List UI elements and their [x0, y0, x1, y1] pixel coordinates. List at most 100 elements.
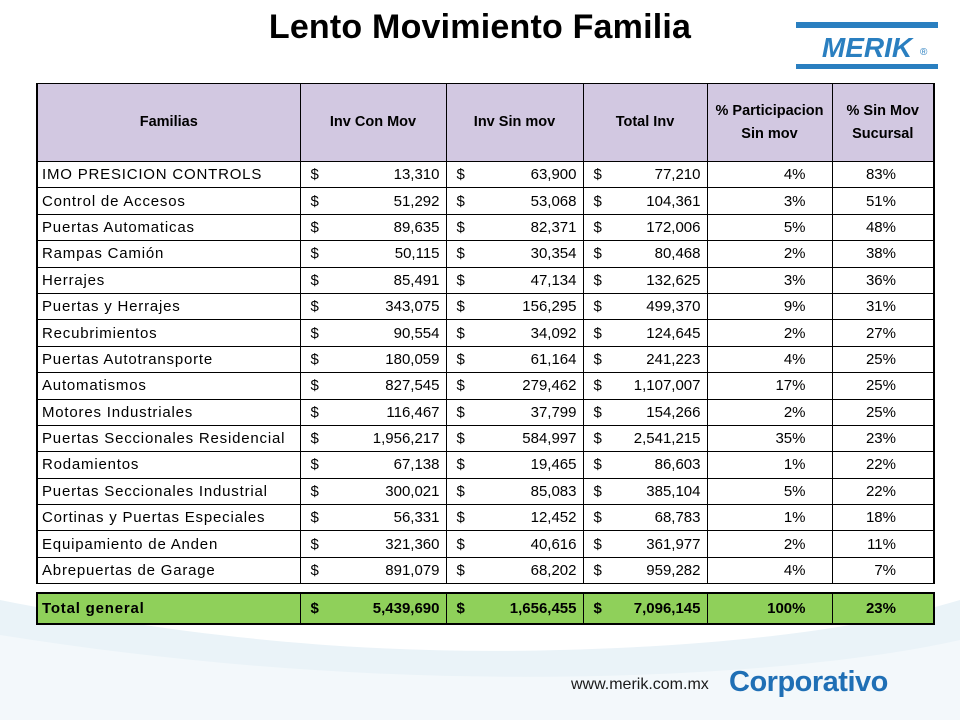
- cell-sin-mov-sucursal: 7%: [831, 556, 935, 585]
- cell-total-inv: $1,107,007: [582, 372, 708, 400]
- table-row: Automatismos $827,545 $279,462 $1,107,007 17…: [36, 372, 935, 400]
- cell-participacion: 4%: [706, 160, 833, 189]
- cell-familia: Puertas Seccionales Residencial: [36, 424, 301, 453]
- amount: 156,295: [522, 298, 577, 316]
- currency-symbol: $: [593, 430, 602, 448]
- cell-familia: Puertas Autotransporte: [36, 345, 301, 374]
- currency-symbol: $: [310, 271, 319, 289]
- cell-inv-sin-mov: $61,164: [445, 345, 584, 374]
- amount: 343,075: [385, 298, 440, 316]
- cell-familia: IMO PRESICION CONTROLS: [36, 160, 301, 189]
- cell-participacion: 3%: [706, 187, 833, 215]
- currency-symbol: $: [593, 166, 602, 184]
- cell-inv-sin-mov: $584,997: [445, 424, 584, 453]
- table-row: Herrajes $85,491 $47,134 $132,625 3% 36%: [36, 266, 935, 294]
- amount: 53,068: [530, 192, 577, 210]
- currency-symbol: $: [456, 218, 465, 236]
- currency-symbol: $: [593, 245, 602, 263]
- amount: 1,956,217: [372, 430, 440, 448]
- amount: 82,371: [530, 218, 577, 236]
- currency-symbol: $: [593, 192, 602, 210]
- footer-url: www.merik.com.mx: [571, 676, 709, 693]
- currency-symbol: $: [456, 600, 465, 618]
- cell-inv-con-mov: $51,292: [299, 187, 447, 215]
- table-row: Equipamiento de Anden $321,360 $40,616 $361…: [36, 530, 935, 558]
- currency-symbol: $: [310, 377, 319, 395]
- cell-inv-sin-mov: $37,799: [445, 398, 584, 426]
- cell-inv-con-mov: $56,331: [299, 504, 447, 532]
- currency-symbol: $: [310, 430, 319, 448]
- amount: 67,138: [393, 456, 440, 474]
- table-row: Puertas Automaticas $89,635 $82,371 $172,00…: [36, 213, 935, 242]
- amount: 241,223: [646, 350, 701, 368]
- amount: 104,361: [646, 192, 701, 210]
- cell-inv-con-mov: $1,956,217: [299, 424, 447, 453]
- cell-inv-sin-mov: $53,068: [445, 187, 584, 215]
- cell-inv-sin-mov: $63,900: [445, 160, 584, 189]
- amount: 132,625: [646, 271, 701, 289]
- cell-participacion: 100%: [706, 592, 833, 626]
- currency-symbol: $: [456, 482, 465, 500]
- svg-text:®: ®: [920, 47, 928, 58]
- cell-familia: Total general: [36, 592, 301, 626]
- cell-sin-mov-sucursal: 22%: [831, 477, 935, 506]
- amount: 47,134: [530, 271, 577, 289]
- table-row: Abrepuertas de Garage $891,079 $68,202 $959…: [36, 556, 935, 585]
- currency-symbol: $: [310, 456, 319, 474]
- amount: 385,104: [646, 482, 701, 500]
- amount: 51,292: [393, 192, 440, 210]
- cell-inv-con-mov: $50,115: [299, 240, 447, 268]
- amount: 19,465: [530, 456, 577, 474]
- amount: 86,603: [654, 456, 701, 474]
- logo-text: MERIK: [822, 32, 914, 63]
- cell-total-inv: $86,603: [582, 451, 708, 479]
- col-header-participacion: % Participacion Sin mov: [706, 83, 833, 162]
- amount: 89,635: [393, 218, 440, 236]
- table-spacer: [37, 583, 934, 594]
- cell-inv-con-mov: $90,554: [299, 319, 447, 347]
- amount: 5,439,690: [372, 600, 440, 618]
- cell-participacion: 2%: [706, 530, 833, 558]
- currency-symbol: $: [593, 377, 602, 395]
- amount: 34,092: [530, 324, 577, 342]
- currency-symbol: $: [593, 298, 602, 316]
- cell-familia: Recubrimientos: [36, 319, 301, 347]
- cell-participacion: 35%: [706, 424, 833, 453]
- currency-symbol: $: [310, 298, 319, 316]
- cell-participacion: 1%: [706, 504, 833, 532]
- cell-total-inv: $172,006: [582, 213, 708, 242]
- cell-inv-sin-mov: $47,134: [445, 266, 584, 294]
- currency-symbol: $: [310, 218, 319, 236]
- currency-symbol: $: [456, 245, 465, 263]
- amount: 300,021: [385, 482, 440, 500]
- cell-inv-con-mov: $343,075: [299, 292, 447, 321]
- table-row: IMO PRESICION CONTROLS $13,310 $63,900 $77,…: [36, 160, 935, 189]
- cell-inv-sin-mov: $30,354: [445, 240, 584, 268]
- cell-total-inv: $124,645: [582, 319, 708, 347]
- amount: 2,541,215: [633, 430, 701, 448]
- currency-symbol: $: [310, 482, 319, 500]
- cell-total-inv: $7,096,145: [582, 592, 708, 626]
- currency-symbol: $: [456, 430, 465, 448]
- cell-total-inv: $132,625: [582, 266, 708, 294]
- currency-symbol: $: [310, 166, 319, 184]
- currency-symbol: $: [310, 535, 319, 553]
- amount: 959,282: [646, 562, 701, 580]
- currency-symbol: $: [593, 218, 602, 236]
- amount: 124,645: [646, 324, 701, 342]
- cell-inv-con-mov: $85,491: [299, 266, 447, 294]
- currency-symbol: $: [456, 324, 465, 342]
- cell-familia: Rodamientos: [36, 451, 301, 479]
- cell-inv-con-mov: $13,310: [299, 160, 447, 189]
- amount: 321,360: [385, 535, 440, 553]
- cell-participacion: 1%: [706, 451, 833, 479]
- cell-sin-mov-sucursal: 25%: [831, 345, 935, 374]
- amount: 584,997: [522, 430, 577, 448]
- currency-symbol: $: [593, 403, 602, 421]
- total-row: Total general $5,439,690 $1,656,455 $7,096,…: [36, 592, 935, 626]
- currency-symbol: $: [593, 350, 602, 368]
- cell-sin-mov-sucursal: 31%: [831, 292, 935, 321]
- amount: 154,266: [646, 403, 701, 421]
- amount: 40,616: [530, 535, 577, 553]
- amount: 56,331: [393, 509, 440, 527]
